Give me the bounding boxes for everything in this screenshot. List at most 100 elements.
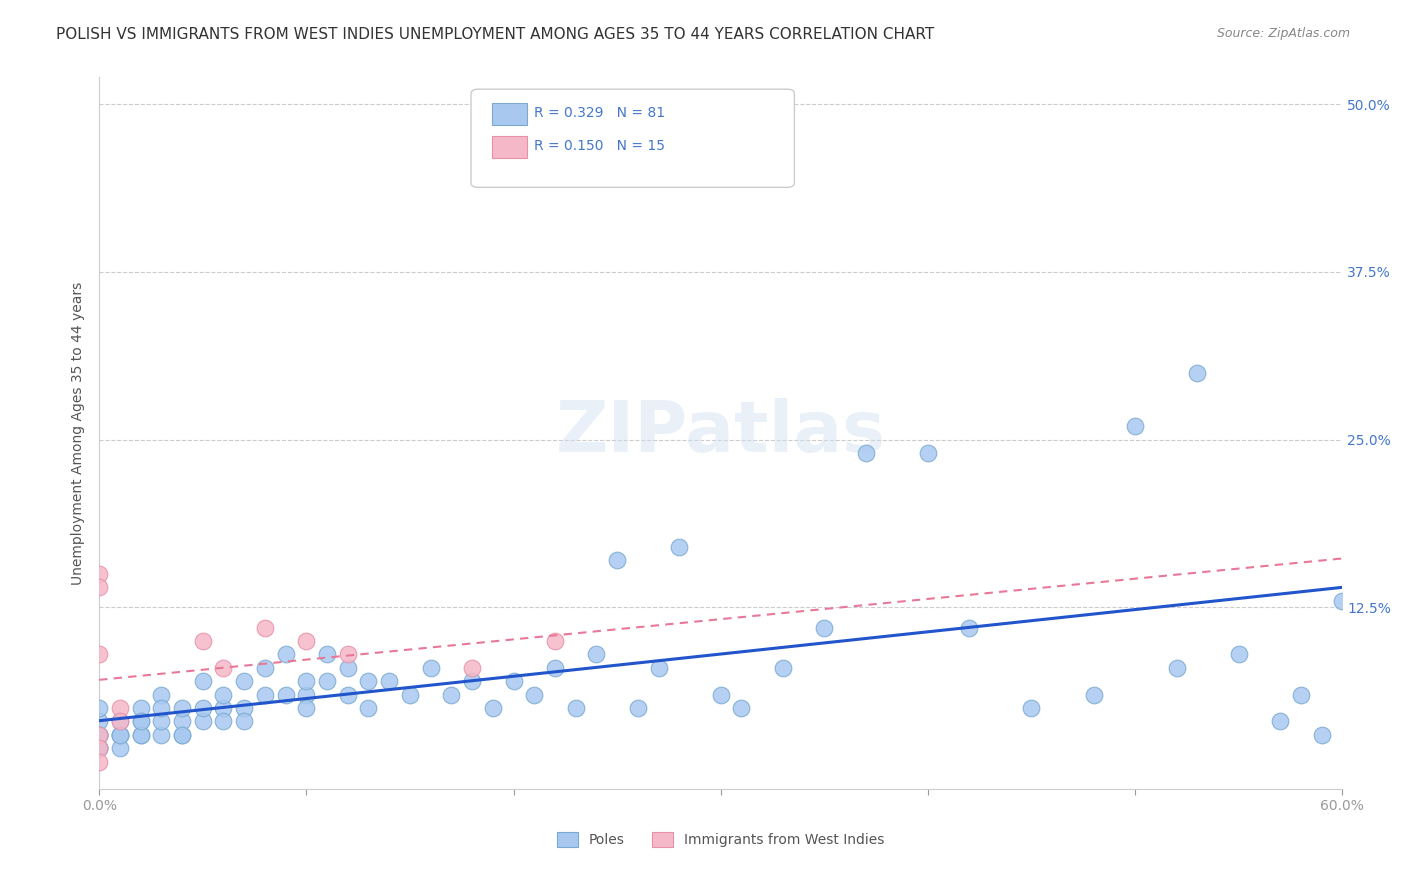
Point — [772, 661, 794, 675]
Point — [129, 714, 152, 729]
Point — [108, 701, 131, 715]
Point — [108, 714, 131, 729]
Point — [1166, 661, 1188, 675]
Point — [150, 701, 173, 715]
Point — [170, 701, 193, 715]
Point — [129, 714, 152, 729]
Point — [89, 728, 111, 742]
Text: R = 0.150   N = 15: R = 0.150 N = 15 — [534, 139, 665, 153]
Point — [606, 553, 628, 567]
Point — [378, 674, 401, 689]
Point — [295, 701, 318, 715]
Point — [212, 688, 235, 702]
Point — [191, 634, 214, 648]
Point — [295, 674, 318, 689]
Point — [295, 688, 318, 702]
Legend: Poles, Immigrants from West Indies: Poles, Immigrants from West Indies — [551, 827, 890, 853]
Point — [108, 728, 131, 742]
Point — [233, 674, 256, 689]
Point — [440, 688, 463, 702]
Point — [357, 701, 380, 715]
Point — [1083, 688, 1105, 702]
Point — [89, 741, 111, 756]
Text: POLISH VS IMMIGRANTS FROM WEST INDIES UNEMPLOYMENT AMONG AGES 35 TO 44 YEARS COR: POLISH VS IMMIGRANTS FROM WEST INDIES UN… — [56, 27, 935, 42]
Point — [89, 580, 111, 594]
Point — [357, 674, 380, 689]
Point — [108, 714, 131, 729]
Point — [150, 714, 173, 729]
Point — [89, 714, 111, 729]
Text: Source: ZipAtlas.com: Source: ZipAtlas.com — [1216, 27, 1350, 40]
Point — [150, 728, 173, 742]
Point — [170, 728, 193, 742]
Point — [481, 701, 503, 715]
Text: ZIPatlas: ZIPatlas — [555, 399, 886, 467]
Point — [1268, 714, 1291, 729]
Point — [108, 728, 131, 742]
Point — [316, 674, 339, 689]
Point — [461, 674, 484, 689]
Point — [1021, 701, 1043, 715]
Point — [89, 728, 111, 742]
Point — [336, 661, 359, 675]
Point — [89, 741, 111, 756]
Point — [89, 728, 111, 742]
Point — [627, 701, 650, 715]
Point — [295, 634, 318, 648]
Point — [1310, 728, 1333, 742]
Point — [89, 701, 111, 715]
Point — [564, 701, 586, 715]
Point — [191, 674, 214, 689]
Point — [1123, 419, 1146, 434]
Point — [957, 620, 980, 634]
Point — [316, 648, 339, 662]
Point — [668, 540, 690, 554]
Point — [1187, 366, 1209, 380]
Point — [129, 728, 152, 742]
Point — [212, 701, 235, 715]
Point — [108, 741, 131, 756]
Point — [544, 634, 567, 648]
Point — [191, 701, 214, 715]
Point — [585, 648, 607, 662]
Point — [89, 648, 111, 662]
Point — [336, 688, 359, 702]
Point — [1331, 593, 1354, 607]
Point — [399, 688, 422, 702]
Point — [710, 688, 733, 702]
Point — [170, 728, 193, 742]
Point — [233, 714, 256, 729]
Point — [253, 661, 276, 675]
Point — [150, 688, 173, 702]
Point — [274, 688, 297, 702]
Point — [212, 714, 235, 729]
Text: R = 0.329   N = 81: R = 0.329 N = 81 — [534, 106, 665, 120]
Point — [129, 701, 152, 715]
Point — [89, 728, 111, 742]
Point — [1289, 688, 1312, 702]
Point — [89, 741, 111, 756]
Point — [523, 688, 546, 702]
Point — [89, 566, 111, 581]
Y-axis label: Unemployment Among Ages 35 to 44 years: Unemployment Among Ages 35 to 44 years — [72, 281, 86, 584]
Point — [253, 688, 276, 702]
Point — [502, 674, 524, 689]
Point — [253, 620, 276, 634]
Point — [129, 728, 152, 742]
Point — [170, 714, 193, 729]
Point — [730, 701, 752, 715]
Point — [108, 728, 131, 742]
Point — [274, 648, 297, 662]
Point — [419, 661, 441, 675]
Point — [917, 446, 939, 460]
Point — [855, 446, 877, 460]
Point — [1227, 648, 1250, 662]
Point — [89, 741, 111, 756]
Point — [89, 755, 111, 769]
Point — [89, 728, 111, 742]
Point — [544, 661, 567, 675]
Point — [233, 701, 256, 715]
Point — [461, 661, 484, 675]
Point — [191, 714, 214, 729]
Point — [212, 661, 235, 675]
